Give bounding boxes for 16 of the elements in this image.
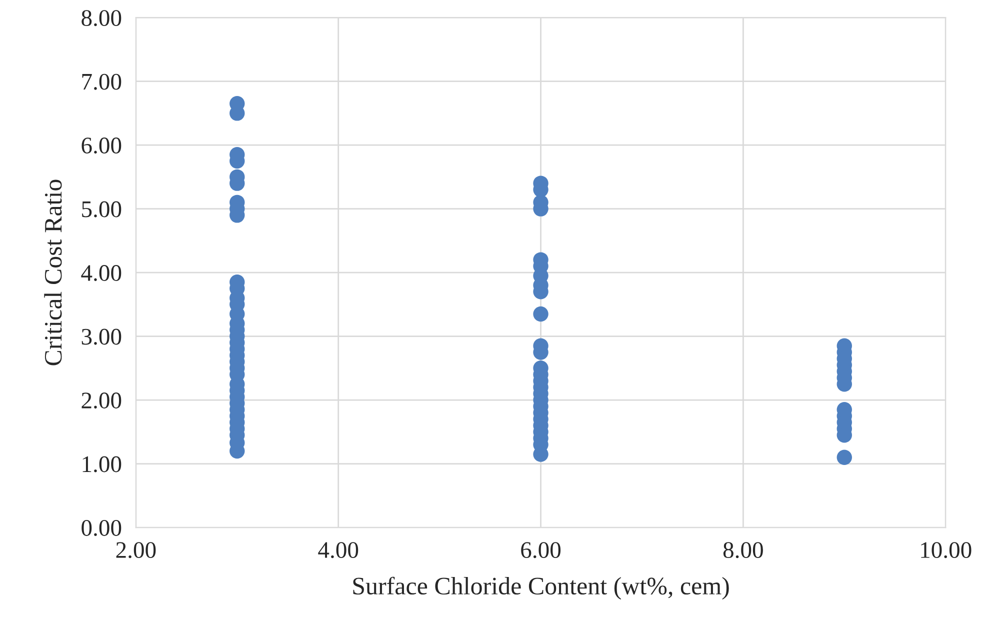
x-tick-label: 6.00 (521, 542, 561, 558)
y-tick-label: 7.00 (82, 74, 122, 90)
y-tick-label: 4.00 (81, 265, 122, 282)
y-tick-label: 5.00 (82, 201, 122, 218)
x-tick-label: 2.00 (116, 542, 156, 558)
y-tick-label: 1.00 (82, 456, 122, 472)
x-axis-title: Surface Chloride Content (wt%, cem) (353, 576, 729, 600)
x-tick-label: 8.00 (723, 542, 763, 558)
y-tick-label: 8.00 (82, 10, 122, 26)
x-tick-label: 4.00 (318, 542, 358, 558)
y-tick-label: 0.00 (82, 520, 122, 536)
y-tick-label: 6.00 (82, 138, 122, 154)
y-axis-title: Critical Cost Ratio (44, 180, 62, 366)
y-tick-label: 3.00 (82, 328, 122, 345)
x-tick-label: 10.00 (921, 542, 972, 558)
y-tick-label: 2.00 (82, 392, 122, 409)
